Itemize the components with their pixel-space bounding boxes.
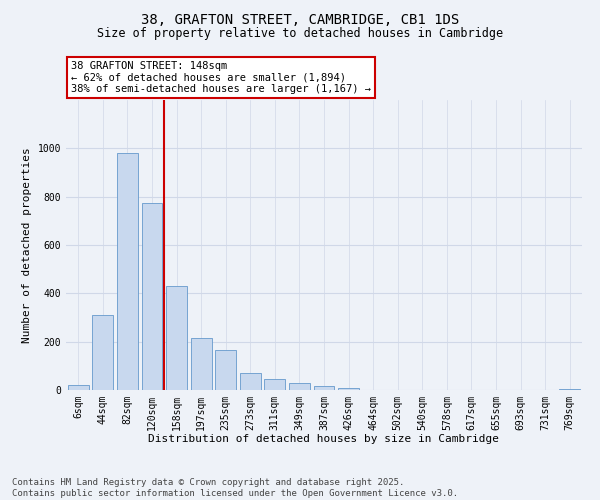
- Bar: [265, 379, 286, 390]
- Bar: [68, 385, 89, 390]
- Bar: [289, 383, 310, 390]
- Bar: [142, 202, 163, 390]
- Bar: [166, 286, 187, 390]
- Text: Contains HM Land Registry data © Crown copyright and database right 2025.
Contai: Contains HM Land Registry data © Crown c…: [12, 478, 458, 498]
- Bar: [559, 389, 580, 390]
- Bar: [314, 386, 334, 390]
- Bar: [92, 315, 113, 390]
- Text: Size of property relative to detached houses in Cambridge: Size of property relative to detached ho…: [97, 28, 503, 40]
- X-axis label: Distribution of detached houses by size in Cambridge: Distribution of detached houses by size …: [149, 434, 499, 444]
- Text: 38, GRAFTON STREET, CAMBRIDGE, CB1 1DS: 38, GRAFTON STREET, CAMBRIDGE, CB1 1DS: [141, 12, 459, 26]
- Text: 38 GRAFTON STREET: 148sqm
← 62% of detached houses are smaller (1,894)
38% of se: 38 GRAFTON STREET: 148sqm ← 62% of detac…: [71, 61, 371, 94]
- Bar: [117, 153, 138, 390]
- Bar: [240, 373, 261, 390]
- Bar: [338, 388, 359, 390]
- Bar: [215, 350, 236, 390]
- Y-axis label: Number of detached properties: Number of detached properties: [22, 147, 32, 343]
- Bar: [191, 338, 212, 390]
